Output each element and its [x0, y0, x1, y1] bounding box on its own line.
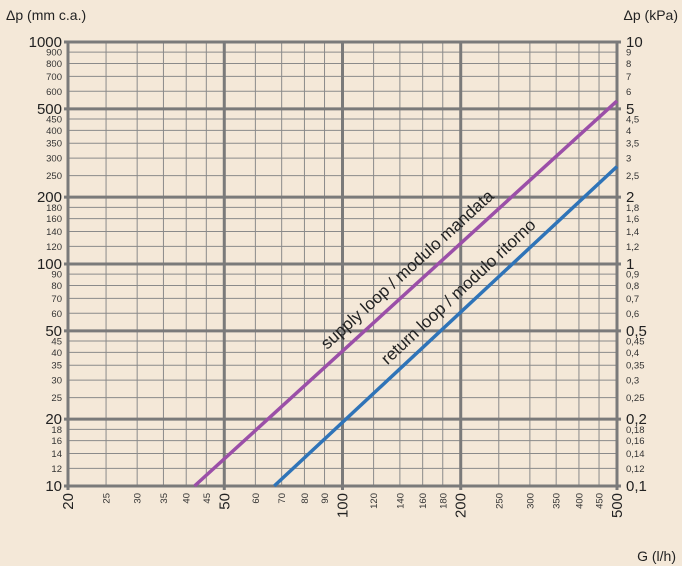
y-tick-label-left: 400	[46, 126, 62, 137]
y-tick-label-left: 45	[51, 336, 62, 347]
x-tick-label: 200	[453, 493, 470, 518]
y-tick-label-left: 140	[46, 227, 62, 238]
y-tick-label-right: 0,14	[626, 449, 645, 460]
y-tick-label-left: 20	[45, 411, 62, 428]
x-tick-label: 100	[335, 493, 352, 518]
x-tick-label: 80	[300, 493, 311, 504]
y-tick-label-right: 1,6	[626, 214, 639, 225]
x-tick-label: 20	[60, 493, 77, 510]
y-tick-label-left: 160	[46, 214, 62, 225]
x-tick-label: 35	[159, 493, 170, 504]
y-tick-label-left: 450	[46, 114, 62, 125]
y-tick-label-right: 0,9	[626, 270, 639, 281]
y-tick-label-right: 0,35	[626, 361, 645, 372]
y-tick-label-left: 100	[37, 256, 62, 273]
y-tick-label-left: 180	[46, 203, 62, 214]
y-tick-label-left: 60	[51, 309, 62, 320]
y-tick-label-left: 900	[46, 48, 62, 59]
y-tick-label-left: 10	[45, 478, 62, 495]
y-tick-label-right: 0,25	[626, 393, 645, 404]
x-tick-label: 70	[277, 493, 288, 504]
y-axis-right-label: Δp (kPa)	[624, 7, 678, 23]
x-tick-label: 500	[609, 493, 626, 518]
y-tick-label-right: 0,4	[626, 348, 639, 359]
y-tick-label-left: 90	[51, 270, 62, 281]
series-lines	[193, 99, 619, 488]
y-tick-label-right: 9	[626, 48, 631, 59]
x-tick-label: 300	[525, 493, 536, 509]
y-tick-label-left: 600	[46, 87, 62, 98]
y-tick-label-left: 500	[37, 101, 62, 118]
y-tick-label-left: 12	[51, 464, 62, 475]
y-tick-label-left: 14	[51, 449, 62, 460]
y-tick-label-left: 16	[51, 436, 62, 447]
y-tick-label-left: 70	[51, 294, 62, 305]
x-tick-label: 400	[574, 493, 585, 509]
x-tick-label: 50	[216, 493, 233, 510]
x-tick-label: 140	[395, 493, 406, 509]
y-tick-label-right: 0,8	[626, 281, 639, 292]
y-tick-label-left: 25	[51, 393, 62, 404]
x-tick-label: 180	[438, 493, 449, 509]
x-tick-label: 450	[595, 493, 606, 509]
y-tick-label-right: 0,5	[626, 323, 647, 340]
x-tick-label: 25	[102, 493, 113, 504]
y-tick-label-left: 50	[45, 323, 62, 340]
y-tick-label-right: 3	[626, 154, 631, 165]
x-tick-label: 30	[133, 493, 144, 504]
series-line-1	[193, 99, 619, 488]
y-tick-label-right: 3,5	[626, 139, 639, 150]
x-tick-label: 120	[369, 493, 380, 509]
y-tick-label-right: 0,1	[626, 478, 647, 495]
y-tick-label-left: 800	[46, 59, 62, 70]
y-tick-label-right: 0,2	[626, 411, 647, 428]
y-tick-label-left: 18	[51, 425, 62, 436]
y-tick-label-right: 8	[626, 59, 631, 70]
y-tick-label-left: 250	[46, 171, 62, 182]
x-axis-label: G (l/h)	[637, 548, 676, 564]
y-tick-label-left: 350	[46, 139, 62, 150]
y-tick-label-right: 1,8	[626, 203, 639, 214]
y-tick-label-right: 0,18	[626, 425, 645, 436]
x-tick-label: 250	[494, 493, 505, 509]
y-tick-label-right: 2,5	[626, 171, 639, 182]
y-tick-label-right: 4,5	[626, 114, 639, 125]
x-tick-label: 40	[182, 493, 193, 504]
y-tick-label-right: 0,45	[626, 336, 645, 347]
y-tick-label-left: 120	[46, 242, 62, 253]
x-tick-label: 45	[202, 493, 213, 504]
x-tick-label: 60	[251, 493, 262, 504]
y-axis-left-label: Δp (mm c.a.)	[6, 7, 86, 23]
y-tick-label-right: 0,12	[626, 464, 645, 475]
y-tick-label-right: 2	[626, 189, 634, 206]
y-tick-label-left: 300	[46, 154, 62, 165]
y-tick-label-left: 35	[51, 361, 62, 372]
y-tick-label-left: 1000	[29, 34, 62, 51]
y-tick-label-right: 0,3	[626, 376, 639, 387]
x-tick-label: 160	[418, 493, 429, 509]
y-tick-label-right: 1	[626, 256, 634, 273]
y-tick-label-left: 80	[51, 281, 62, 292]
y-tick-label-left: 200	[37, 189, 62, 206]
y-tick-label-right: 1,2	[626, 242, 639, 253]
y-tick-label-right: 0,6	[626, 309, 639, 320]
y-tick-label-left: 40	[51, 348, 62, 359]
y-tick-label-right: 1,4	[626, 227, 639, 238]
y-tick-label-left: 30	[51, 376, 62, 387]
series-line-2	[273, 165, 619, 488]
y-tick-label-right: 6	[626, 87, 631, 98]
y-tick-label-right: 0,7	[626, 294, 639, 305]
grid-major	[64, 40, 621, 490]
y-tick-label-right: 7	[626, 72, 631, 83]
y-tick-label-right: 5	[626, 101, 634, 118]
y-tick-label-right: 10	[626, 34, 643, 51]
x-tick-label: 90	[320, 493, 331, 504]
y-tick-label-right: 4	[626, 126, 631, 137]
y-tick-label-left: 700	[46, 72, 62, 83]
x-tick-label: 350	[552, 493, 563, 509]
y-tick-label-right: 0,16	[626, 436, 645, 447]
